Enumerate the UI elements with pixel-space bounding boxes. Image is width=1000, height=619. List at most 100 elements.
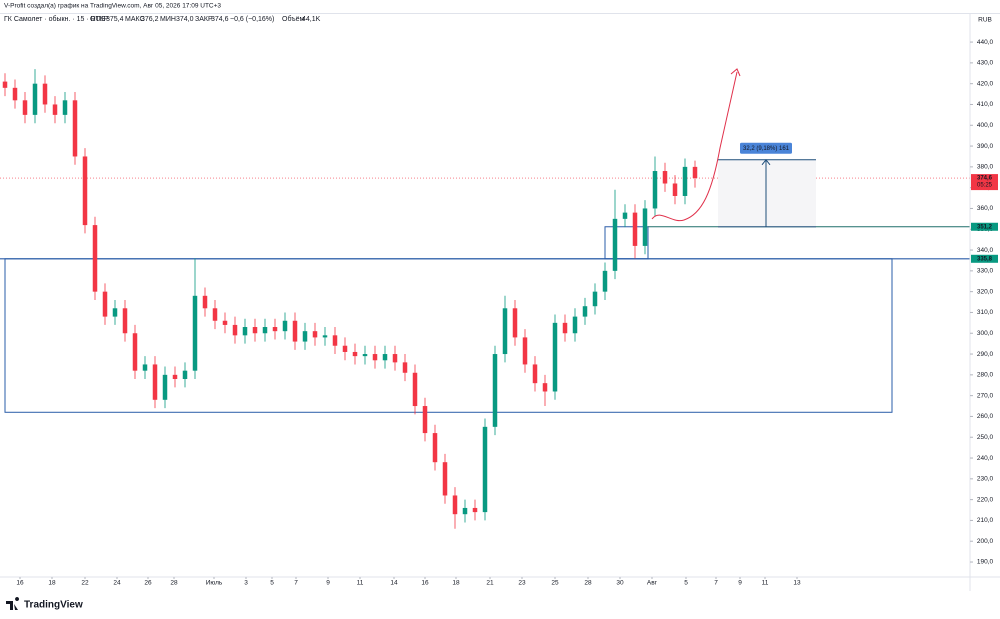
forecast-arrowhead	[730, 68, 741, 77]
candle-body	[482, 426, 488, 513]
candle-body	[42, 83, 48, 105]
y-tick-label: 380,0	[977, 164, 994, 171]
candle-body	[312, 331, 318, 338]
zone	[4, 258, 893, 413]
candle-body	[222, 320, 228, 325]
y-tick-label: 290,0	[977, 351, 994, 358]
currency: RUB	[978, 17, 992, 24]
x-tick-label: Авг	[647, 580, 658, 587]
x-tick-label: 11	[357, 580, 364, 587]
y-tick-label: 220,0	[977, 496, 994, 503]
x-tick-label: 11	[762, 580, 769, 587]
candle-body	[442, 462, 448, 496]
y-tick-label: 410,0	[977, 101, 994, 108]
candle-body	[382, 354, 388, 361]
x-tick-label: 14	[390, 580, 398, 587]
x-tick-label: 16	[421, 580, 429, 587]
x-tick-label: 21	[486, 580, 494, 587]
ohlc-label: МАКС	[125, 16, 145, 23]
candle-body	[632, 212, 638, 246]
y-tick-label: 440,0	[977, 39, 994, 46]
candle-body	[172, 374, 178, 380]
candle-body	[162, 374, 168, 400]
x-tick-label: 13	[793, 580, 801, 587]
candle-body	[52, 104, 58, 115]
ohlc-value: 375,4	[106, 16, 124, 23]
candle-body	[412, 372, 418, 407]
candle-body	[12, 87, 18, 101]
candle-body	[22, 100, 28, 115]
x-tick-label: 28	[584, 580, 592, 587]
candle-body	[542, 383, 548, 392]
volume-value: 44,1K	[302, 16, 321, 23]
candle-body	[572, 316, 578, 334]
candle-body	[502, 308, 508, 355]
candle-body	[302, 331, 308, 342]
y-tick-label: 270,0	[977, 392, 994, 399]
candle-body	[62, 100, 68, 115]
candle-body	[152, 364, 158, 400]
candle-body	[672, 183, 678, 196]
candle-body	[182, 370, 188, 380]
y-tick-label: 310,0	[977, 309, 994, 316]
candle-body	[82, 156, 88, 226]
ohlc-value: 374,0	[176, 16, 194, 23]
candle-body	[72, 100, 78, 157]
plot: 32,2 (9,18%) 161	[0, 69, 970, 529]
x-tick-label: Июль	[206, 580, 223, 587]
measure-arrowhead	[761, 158, 771, 166]
ohlc-label: МИН	[160, 16, 176, 23]
candle-body	[322, 335, 328, 338]
y-tick-label: 330,0	[977, 268, 994, 275]
candle-body	[32, 83, 38, 115]
x-tick-label: 18	[452, 580, 460, 587]
breakout-box	[604, 226, 649, 260]
y-tick-label: 230,0	[977, 476, 994, 483]
candle-body	[622, 212, 628, 219]
candle-body	[462, 507, 468, 515]
x-tick-label: 18	[48, 580, 56, 587]
measure-label-box	[740, 142, 792, 154]
measure-label: 32,2 (9,18%) 161	[743, 146, 790, 152]
x-tick-label: 9	[738, 580, 742, 587]
candle-body	[112, 308, 118, 317]
forecast-arrow	[651, 71, 738, 222]
y-tick-label: 280,0	[977, 372, 994, 379]
candle-body	[202, 295, 208, 309]
candle-body	[132, 333, 138, 371]
candle-body	[592, 291, 598, 307]
candle-body	[512, 308, 518, 338]
x-tick-label: 3	[244, 580, 248, 587]
candle-body	[642, 208, 648, 246]
candle-body	[232, 324, 238, 336]
candle-body	[242, 327, 248, 336]
candle-body	[582, 306, 588, 317]
candle-body	[452, 495, 458, 515]
measure-area	[718, 159, 816, 227]
price-tag	[971, 222, 998, 231]
x-tick-label: 26	[144, 580, 152, 587]
price-tag-label: 335,8	[977, 256, 993, 262]
candle-body	[102, 291, 108, 317]
change: −0,6 (−0,16%)	[230, 16, 274, 23]
ohlc-label: ЗАКР	[195, 16, 213, 23]
ohlc-value: 374,6	[211, 16, 229, 23]
candle-body	[2, 81, 8, 88]
candle-body	[612, 218, 618, 271]
candle-body	[472, 507, 478, 513]
candle-body	[332, 335, 338, 346]
x-tick-label: 9	[326, 580, 330, 587]
y-tick-label: 190,0	[977, 559, 994, 566]
candle-body	[492, 354, 498, 427]
candle-body	[342, 345, 348, 352]
candle-body	[562, 322, 568, 334]
candle-body	[602, 270, 608, 292]
y-tick-label: 400,0	[977, 122, 994, 129]
price-tag-time: 05:25	[977, 183, 993, 189]
volume-label: Объём	[282, 15, 304, 23]
x-tick-label: 25	[551, 580, 559, 587]
x-tick-label: 16	[16, 580, 24, 587]
candle-body	[192, 295, 198, 371]
